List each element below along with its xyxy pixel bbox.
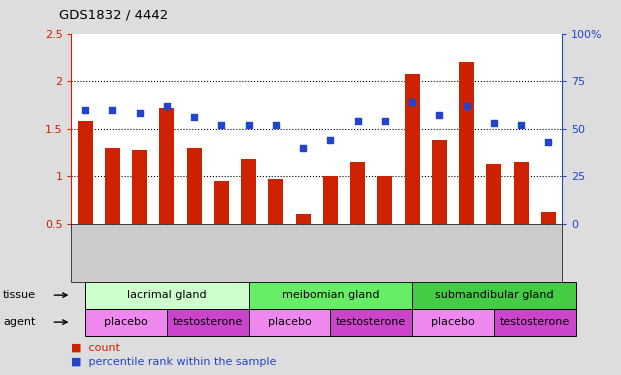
- Text: submandibular gland: submandibular gland: [435, 290, 553, 300]
- Bar: [405, 74, 420, 224]
- Text: ■  percentile rank within the sample: ■ percentile rank within the sample: [71, 357, 277, 368]
- Bar: [541, 212, 556, 223]
- Point: [243, 122, 253, 128]
- Text: meibomian gland: meibomian gland: [281, 290, 379, 300]
- Point: [216, 122, 226, 128]
- Bar: [486, 164, 501, 224]
- Point: [353, 118, 363, 124]
- Point: [135, 111, 145, 117]
- Text: agent: agent: [3, 317, 35, 327]
- Text: placebo: placebo: [104, 317, 148, 327]
- Bar: [268, 179, 283, 224]
- Point: [271, 122, 281, 128]
- Point: [325, 137, 335, 143]
- Text: lacrimal gland: lacrimal gland: [127, 290, 207, 300]
- Bar: [432, 140, 447, 224]
- Text: tissue: tissue: [3, 290, 36, 300]
- Bar: [241, 159, 256, 224]
- Text: GDS1832 / 4442: GDS1832 / 4442: [59, 9, 168, 21]
- Point: [489, 120, 499, 126]
- Text: placebo: placebo: [268, 317, 311, 327]
- Point: [543, 139, 553, 145]
- Point: [189, 114, 199, 120]
- Text: placebo: placebo: [431, 317, 475, 327]
- Bar: [105, 148, 120, 224]
- Point: [80, 106, 90, 112]
- Bar: [214, 181, 229, 224]
- Text: ■  count: ■ count: [71, 342, 120, 352]
- Bar: [514, 162, 528, 224]
- Point: [434, 112, 444, 118]
- Bar: [350, 162, 365, 224]
- Text: testosterone: testosterone: [500, 317, 570, 327]
- Point: [380, 118, 390, 124]
- Bar: [459, 62, 474, 223]
- Text: testosterone: testosterone: [336, 317, 406, 327]
- Text: testosterone: testosterone: [173, 317, 243, 327]
- Point: [461, 103, 471, 109]
- Bar: [78, 121, 93, 224]
- Point: [516, 122, 526, 128]
- Bar: [378, 176, 392, 224]
- Point: [162, 103, 172, 109]
- Point: [107, 106, 117, 112]
- Point: [298, 145, 308, 151]
- Bar: [323, 176, 338, 224]
- Bar: [296, 214, 310, 223]
- Bar: [132, 150, 147, 224]
- Point: [407, 99, 417, 105]
- Bar: [186, 148, 202, 224]
- Bar: [160, 108, 175, 224]
